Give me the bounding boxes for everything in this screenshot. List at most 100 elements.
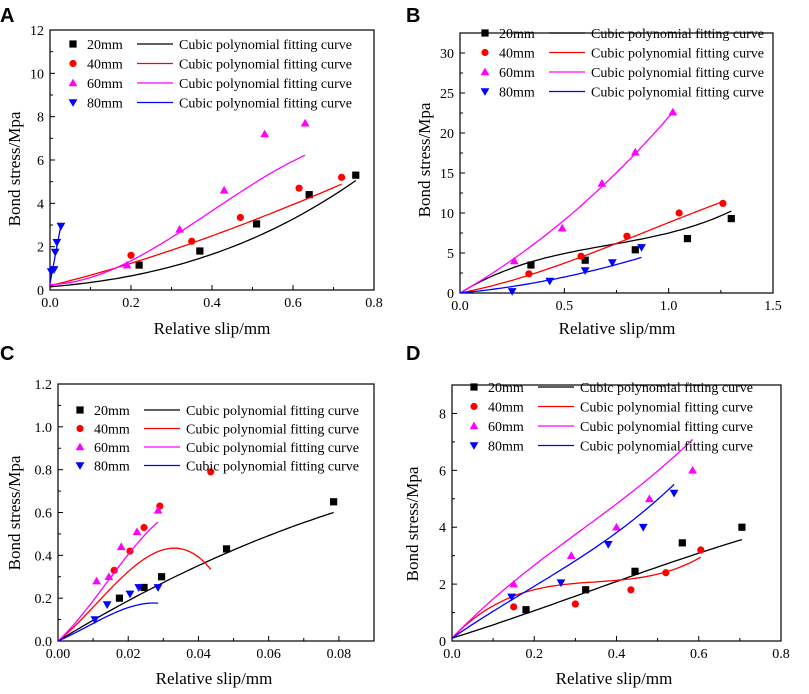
data-point-20mm (222, 545, 231, 553)
panel-letter-a: A (0, 5, 14, 27)
data-point-40mm (188, 237, 196, 245)
xlabel-d: Relative slip/mm (556, 669, 673, 688)
legend-marker-20mm (69, 40, 77, 48)
x-tick-label: 0.02 (116, 647, 141, 662)
data-point-80mm (580, 267, 590, 275)
data-point-40mm (577, 252, 585, 260)
y-tick-label: 30 (440, 47, 454, 62)
data-point-80mm (556, 579, 566, 588)
legend-fit-label: Cubic polynomial fitting curve (580, 401, 753, 416)
fit-curve-20mm (460, 210, 732, 293)
data-point-60mm (116, 542, 126, 551)
y-tick-label: 0 (439, 635, 446, 650)
data-point-80mm (50, 248, 60, 257)
y-tick-label: 1.2 (35, 378, 53, 393)
data-point-80mm (90, 616, 100, 624)
y-tick-label: 4 (37, 197, 44, 212)
x-tick-label: 0.5 (556, 299, 574, 314)
data-point-60mm (153, 505, 163, 514)
legend-marker-40mm (470, 402, 478, 411)
y-tick-label: 20 (440, 127, 454, 142)
x-tick-label: 0.04 (186, 647, 211, 662)
data-point-40mm (236, 213, 244, 222)
legend-marker-20mm (481, 29, 489, 37)
data-point-80mm (507, 288, 517, 296)
data-point-20mm (352, 171, 360, 179)
legend-marker-80mm (68, 99, 78, 107)
x-tick-label: 0.08 (327, 647, 352, 662)
legend-fit-label: Cubic polynomial fitting curve (186, 423, 359, 438)
y-tick-label: 10 (30, 67, 44, 82)
data-point-80mm (52, 239, 62, 247)
data-point-40mm (675, 209, 683, 217)
data-point-40mm (719, 199, 727, 207)
legend-series-label: 60mm (87, 77, 123, 92)
legend-fit-label: Cubic polynomial fitting curve (591, 47, 764, 62)
data-point-80mm (125, 590, 135, 599)
data-point-20mm (196, 247, 204, 255)
y-tick-label: 8 (439, 407, 446, 422)
data-point-60mm (557, 223, 567, 232)
data-point-40mm (627, 586, 635, 594)
x-tick-label: 0.00 (46, 647, 71, 662)
legend-marker-40mm (481, 48, 489, 57)
y-tick-label: 6 (37, 154, 44, 169)
legend-series-label: 40mm (87, 58, 123, 73)
data-point-60mm (219, 185, 229, 194)
legend-fit-label: Cubic polynomial fitting curve (179, 58, 352, 73)
fit-curve-20mm (50, 179, 357, 288)
data-point-20mm (582, 586, 590, 594)
data-point-80mm (637, 244, 646, 252)
legend-marker-60mm (480, 67, 490, 76)
y-tick-label: 15 (440, 167, 454, 182)
x-tick-label: 1.5 (764, 299, 782, 314)
data-point-40mm (662, 569, 670, 577)
x-tick-label: 1.0 (660, 299, 678, 314)
data-point-40mm (510, 603, 518, 611)
legend-series-label: 60mm (488, 420, 524, 435)
data-point-40mm (571, 600, 579, 608)
legend-series-label: 40mm (488, 401, 524, 416)
ylabel-b: Bond stress/Mpa (415, 102, 434, 217)
data-point-80mm (507, 593, 517, 602)
fit-curve-60mm (460, 111, 674, 293)
legend-series-label: 60mm (499, 66, 535, 81)
legend-series-label: 40mm (94, 423, 130, 438)
data-point-20mm (631, 246, 639, 254)
data-point-20mm (115, 594, 124, 602)
data-point-20mm (527, 261, 535, 269)
x-tick-label: 0.4 (608, 647, 626, 662)
y-tick-label: 1.0 (35, 421, 53, 436)
legend-fit-label: Cubic polynomial fitting curve (591, 27, 764, 42)
xlabel-c: Relative slip/mm (156, 669, 273, 688)
data-point-20mm (678, 539, 686, 547)
data-point-20mm (738, 523, 746, 531)
fit-curve-60mm (58, 521, 159, 641)
panel-letter-d: D (406, 343, 420, 365)
fit-curve-20mm (58, 511, 334, 641)
y-tick-label: 2 (37, 241, 44, 256)
y-tick-label: 25 (440, 87, 454, 102)
legend-series-label: 40mm (499, 47, 535, 62)
data-point-80mm (545, 277, 555, 286)
legend-fit-label: Cubic polynomial fitting curve (580, 420, 753, 435)
data-point-40mm (338, 173, 346, 181)
legend-fit-label: Cubic polynomial fitting curve (580, 381, 753, 396)
legend-marker-20mm (470, 383, 478, 391)
y-tick-label: 0.8 (35, 464, 53, 479)
panel-c: C Bond stress/Mpa Relative slip/mm 0.00 0… (0, 343, 375, 688)
data-point-40mm (295, 184, 303, 192)
y-tick-label: 0 (37, 284, 44, 299)
xlabel-b: Relative slip/mm (559, 319, 676, 338)
data-point-60mm (122, 260, 132, 269)
data-point-20mm (140, 583, 148, 592)
legend-marker-80mm (75, 462, 85, 470)
data-point-80mm (607, 259, 617, 267)
data-point-60mm (509, 256, 519, 265)
legend-series-label: 80mm (488, 440, 524, 455)
fit-curve-80mm (58, 602, 159, 641)
legend-fit-label: Cubic polynomial fitting curve (186, 441, 359, 456)
x-tick-label: 0.0 (451, 299, 469, 314)
data-point-60mm (645, 494, 654, 503)
legend-marker-60mm (75, 442, 85, 451)
